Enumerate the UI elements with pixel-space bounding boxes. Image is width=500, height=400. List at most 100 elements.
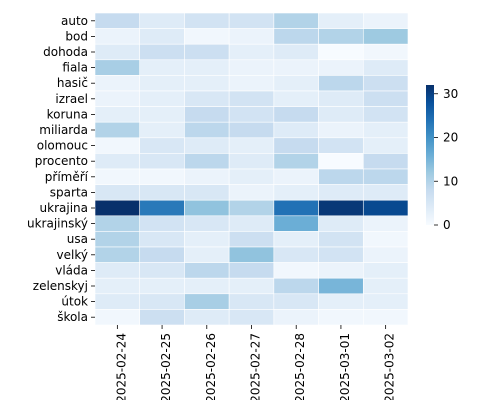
heatmap-cell — [228, 309, 275, 326]
heatmap-cell — [184, 231, 230, 248]
heatmap-cell — [94, 231, 141, 248]
y-tick-label: velký — [57, 248, 88, 262]
heatmap-cell — [273, 28, 319, 45]
heatmap-cell — [139, 168, 185, 185]
heatmap-cell — [273, 75, 319, 92]
heatmap-cell — [362, 137, 409, 154]
heatmap-cell — [228, 12, 275, 29]
heatmap-cell — [94, 59, 141, 76]
colorbar-tick-label: 20 — [443, 131, 458, 145]
heatmap-cell — [273, 277, 319, 295]
heatmap-cell — [184, 90, 230, 107]
y-tick-label: ukrajinský — [27, 217, 88, 231]
heatmap-cell — [184, 43, 230, 61]
y-tick-label: procento — [35, 154, 88, 168]
heatmap-cell — [273, 153, 319, 170]
y-tick-label: fiala — [62, 61, 88, 75]
heatmap-cell — [139, 277, 185, 295]
heatmap-cell — [94, 90, 141, 107]
heatmap-cell — [94, 215, 141, 232]
heatmap-cell — [184, 246, 230, 263]
heatmap-cell — [139, 75, 185, 92]
colorbar-tick-label: 0 — [443, 218, 451, 232]
heatmap-cell — [228, 28, 275, 45]
heatmap-cell — [273, 215, 319, 232]
y-tick-label: vláda — [55, 263, 88, 277]
heatmap-cell — [362, 12, 409, 29]
heatmap-cell — [228, 199, 275, 217]
heatmap-cell — [94, 28, 141, 45]
heatmap-cell — [273, 168, 319, 185]
heatmap-cell — [318, 106, 364, 123]
heatmap-cell — [94, 168, 141, 185]
heatmap-cell — [362, 199, 409, 217]
heatmap-cell — [273, 246, 319, 263]
heatmap-cell — [139, 137, 185, 154]
heatmap-cell — [362, 90, 409, 107]
heatmap-cell — [228, 137, 275, 154]
heatmap-cell — [273, 12, 319, 29]
heatmap-cell — [318, 168, 364, 185]
heatmap-cell — [184, 137, 230, 154]
heatmap-cell — [273, 43, 319, 61]
heatmap-cell — [228, 184, 275, 201]
heatmap-cell — [273, 231, 319, 248]
colorbar-gradient — [426, 85, 434, 225]
heatmap-cell — [94, 137, 141, 154]
colorbar-tick-label: 10 — [443, 174, 458, 188]
heatmap-cell — [228, 75, 275, 92]
heatmap-cell — [139, 231, 185, 248]
heatmap-cell — [94, 277, 141, 295]
x-tick-label: 2025-02-25 — [159, 333, 173, 400]
heatmap-cell — [318, 153, 364, 170]
heatmap-cell — [228, 168, 275, 185]
x-tick-label: 2025-02-27 — [248, 333, 262, 400]
y-tick-label: hasič — [57, 76, 88, 90]
heatmap-cell — [318, 262, 364, 279]
heatmap-cell — [184, 59, 230, 76]
heatmap-cell — [228, 277, 275, 295]
x-tick-labels: 2025-02-24 2025-02-25 2025-02-26 2025-02-27… — [114, 325, 397, 400]
heatmap-cell — [362, 231, 409, 248]
heatmap-cell — [362, 246, 409, 263]
heatmap-cells — [94, 12, 409, 326]
heatmap-cell — [362, 215, 409, 232]
x-tick-label: 2025-03-01 — [338, 333, 352, 400]
heatmap-cell — [362, 277, 409, 295]
heatmap-cell — [362, 293, 409, 310]
heatmap-cell — [184, 293, 230, 310]
heatmap-cell — [139, 90, 185, 107]
heatmap-cell — [184, 262, 230, 279]
y-tick-label: koruna — [47, 107, 88, 121]
heatmap-cell — [94, 153, 141, 170]
heatmap-cell — [139, 293, 185, 310]
heatmap-cell — [228, 59, 275, 76]
heatmap-cell — [318, 137, 364, 154]
heatmap-cell — [184, 153, 230, 170]
heatmap-cell — [139, 59, 185, 76]
heatmap-cell — [362, 153, 409, 170]
heatmap-cell — [228, 293, 275, 310]
heatmap-cell — [184, 106, 230, 123]
y-tick-label: sparta — [50, 185, 88, 199]
y-tick-label: zelenskyj — [33, 279, 88, 293]
heatmap-cell — [273, 199, 319, 217]
heatmap-cell — [94, 293, 141, 310]
heatmap-cell — [318, 199, 364, 217]
y-tick-label: usa — [67, 232, 88, 246]
x-tick-label: 2025-02-28 — [293, 333, 307, 400]
heatmap-cell — [273, 309, 319, 326]
heatmap-cell — [94, 12, 141, 29]
heatmap-cell — [273, 293, 319, 310]
heatmap-cell — [273, 184, 319, 201]
heatmap-cell — [318, 184, 364, 201]
heatmap-cell — [139, 121, 185, 139]
colorbar-tick-label: 30 — [443, 87, 458, 101]
heatmap-cell — [184, 121, 230, 139]
heatmap-cell — [184, 28, 230, 45]
heatmap-cell — [318, 28, 364, 45]
heatmap-cell — [273, 137, 319, 154]
heatmap-cell — [139, 43, 185, 61]
heatmap-cell — [318, 43, 364, 61]
